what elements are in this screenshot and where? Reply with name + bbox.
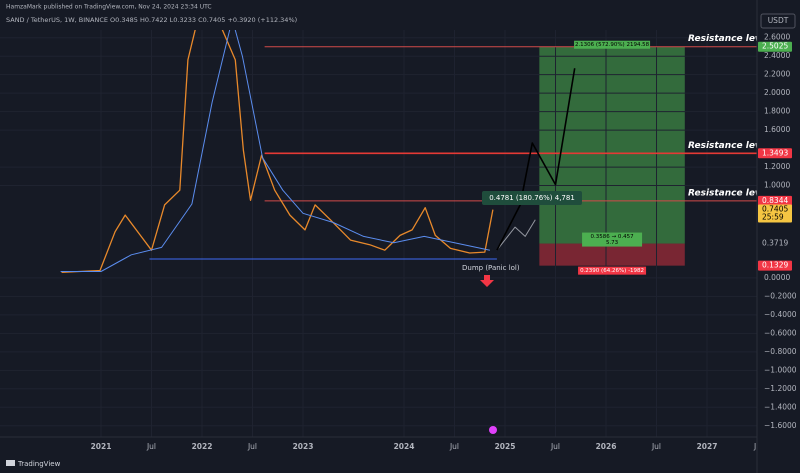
target-label-box (574, 40, 651, 49)
y-axis-panel (757, 0, 800, 473)
dump-arrow (480, 275, 494, 287)
stop-label-box (578, 266, 647, 275)
symbol-line: SAND / TetherUS, 1W, BINANCE O0.3485 H0.… (6, 16, 297, 24)
countdown: 25:59 (762, 213, 784, 222)
ratio-box (582, 232, 643, 247)
currency-box (760, 13, 796, 29)
x-tick-label: 2025 (495, 442, 516, 451)
price-label-box (758, 148, 792, 159)
y-tick-label: 1.8000 (764, 107, 790, 116)
overlays: 0.4781 (180.76%) 4,781 Dump (Panic lol) … (462, 34, 771, 434)
stop-label: 0.2390 (64.26%) -1982 (580, 268, 644, 274)
callout-text: 0.4781 (180.76%) 4,781 (489, 194, 575, 202)
x-tick-label: Jul (247, 442, 257, 451)
price-label: 0.7405 (762, 205, 788, 214)
x-tick-label: 2027 (697, 442, 718, 451)
price-label-box (758, 204, 792, 223)
callout-box (482, 191, 582, 205)
resistance-label: Resistance level (688, 141, 771, 151)
x-tick-label: 2024 (394, 442, 415, 451)
x-tick-label: Jul (651, 442, 661, 451)
y-axis: USDT 2.6000 2.4000 2.2000 2.0000 1.8000 1.600… (756, 0, 800, 473)
x-tick-label: 2023 (293, 442, 314, 451)
price-label: 0.1329 (762, 261, 788, 270)
resistance-label: Resistance level (688, 188, 771, 198)
footer-logo: TradingView (17, 460, 61, 468)
y-tick-label: −0.4000 (764, 310, 797, 319)
y-tick-label: 2.6000 (764, 33, 790, 42)
currency: USDT (768, 16, 789, 25)
x-tick-label: 2021 (91, 442, 112, 451)
y-tick-label: 2.2000 (764, 70, 790, 79)
x-tick-label: Jul (146, 442, 156, 451)
price-label: 1.3493 (762, 148, 788, 157)
x-tick-label: Jul (550, 442, 560, 451)
price-label: 0.3719 (762, 239, 788, 248)
y-tick-label: 2.4000 (764, 51, 790, 60)
ratio-value: 5.73 (606, 240, 619, 246)
price-label-box (758, 260, 792, 271)
y-tick-label: −0.6000 (764, 328, 797, 337)
target-label: 2.1306 (572.90%) 2194.58 (575, 42, 650, 48)
x-tick-label: 2026 (596, 442, 617, 451)
x-tick-label: 2022 (192, 442, 213, 451)
y-tick-label: 1.6000 (764, 125, 790, 134)
series-line (60, 30, 491, 272)
y-tick-label: −1.4000 (764, 402, 797, 411)
event-icon (489, 426, 497, 434)
target-zone (539, 46, 685, 244)
author-line: HamzaMark published on TradingView.com, … (6, 4, 212, 11)
price-label-box (758, 41, 792, 52)
price-label-box (758, 195, 792, 206)
stop-zone (539, 243, 685, 266)
y-tick-label: 0.0000 (764, 273, 790, 282)
series-line (496, 68, 576, 251)
plot-area (0, 30, 757, 437)
x-tick-label: Jul (449, 442, 459, 451)
y-tick-label: −1.0000 (764, 365, 797, 374)
x-axis: 2021 Jul 2022 Jul 2023 2024 Jul 2025 Jul 2026 Jul 2… (0, 436, 761, 451)
ratio-label: 0.3586 → 0.457 (591, 234, 635, 240)
dump-label: Dump (Panic lol) (462, 264, 520, 272)
price-label: 2.5025 (762, 42, 788, 51)
y-tick-label: 1.0000 (764, 181, 790, 190)
price-label: 0.8344 (762, 196, 788, 205)
series-line (496, 219, 536, 251)
y-tick-label: 1.2000 (764, 162, 790, 171)
y-tick-label: 2.0000 (764, 88, 790, 97)
logo-icon (6, 460, 15, 466)
y-tick-label: −0.2000 (764, 291, 797, 300)
y-tick-label: −0.8000 (764, 347, 797, 356)
series-line (61, 30, 494, 274)
y-tick-label: −1.6000 (764, 421, 797, 430)
y-tick-label: −1.2000 (764, 384, 797, 393)
resistance-label: Resistance level (688, 34, 771, 44)
